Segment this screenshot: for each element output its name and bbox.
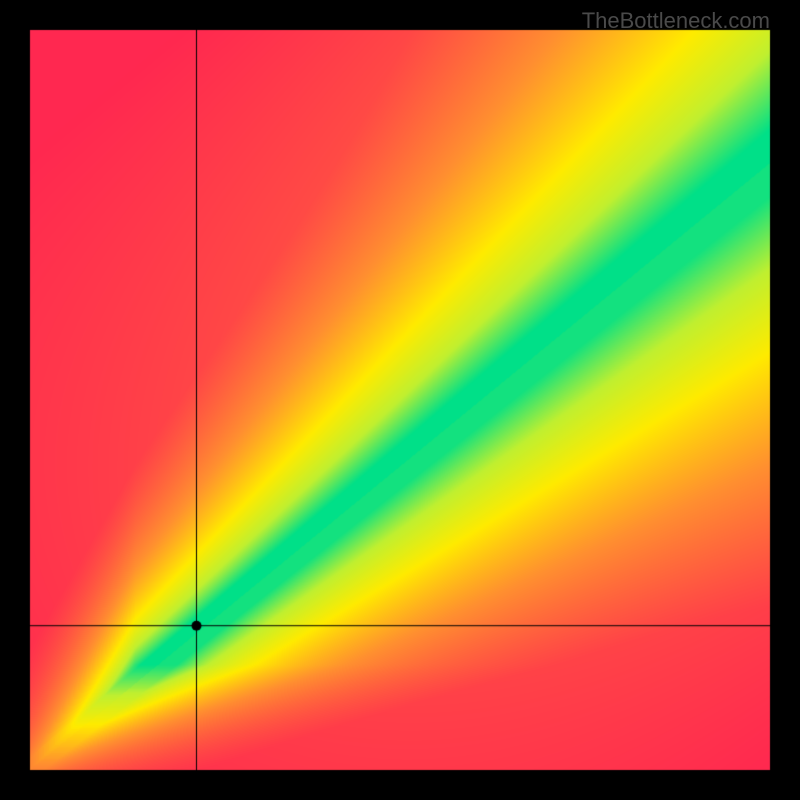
chart-container: TheBottleneck.com bbox=[0, 0, 800, 800]
watermark-text: TheBottleneck.com bbox=[582, 8, 770, 34]
bottleneck-heatmap bbox=[0, 0, 800, 800]
